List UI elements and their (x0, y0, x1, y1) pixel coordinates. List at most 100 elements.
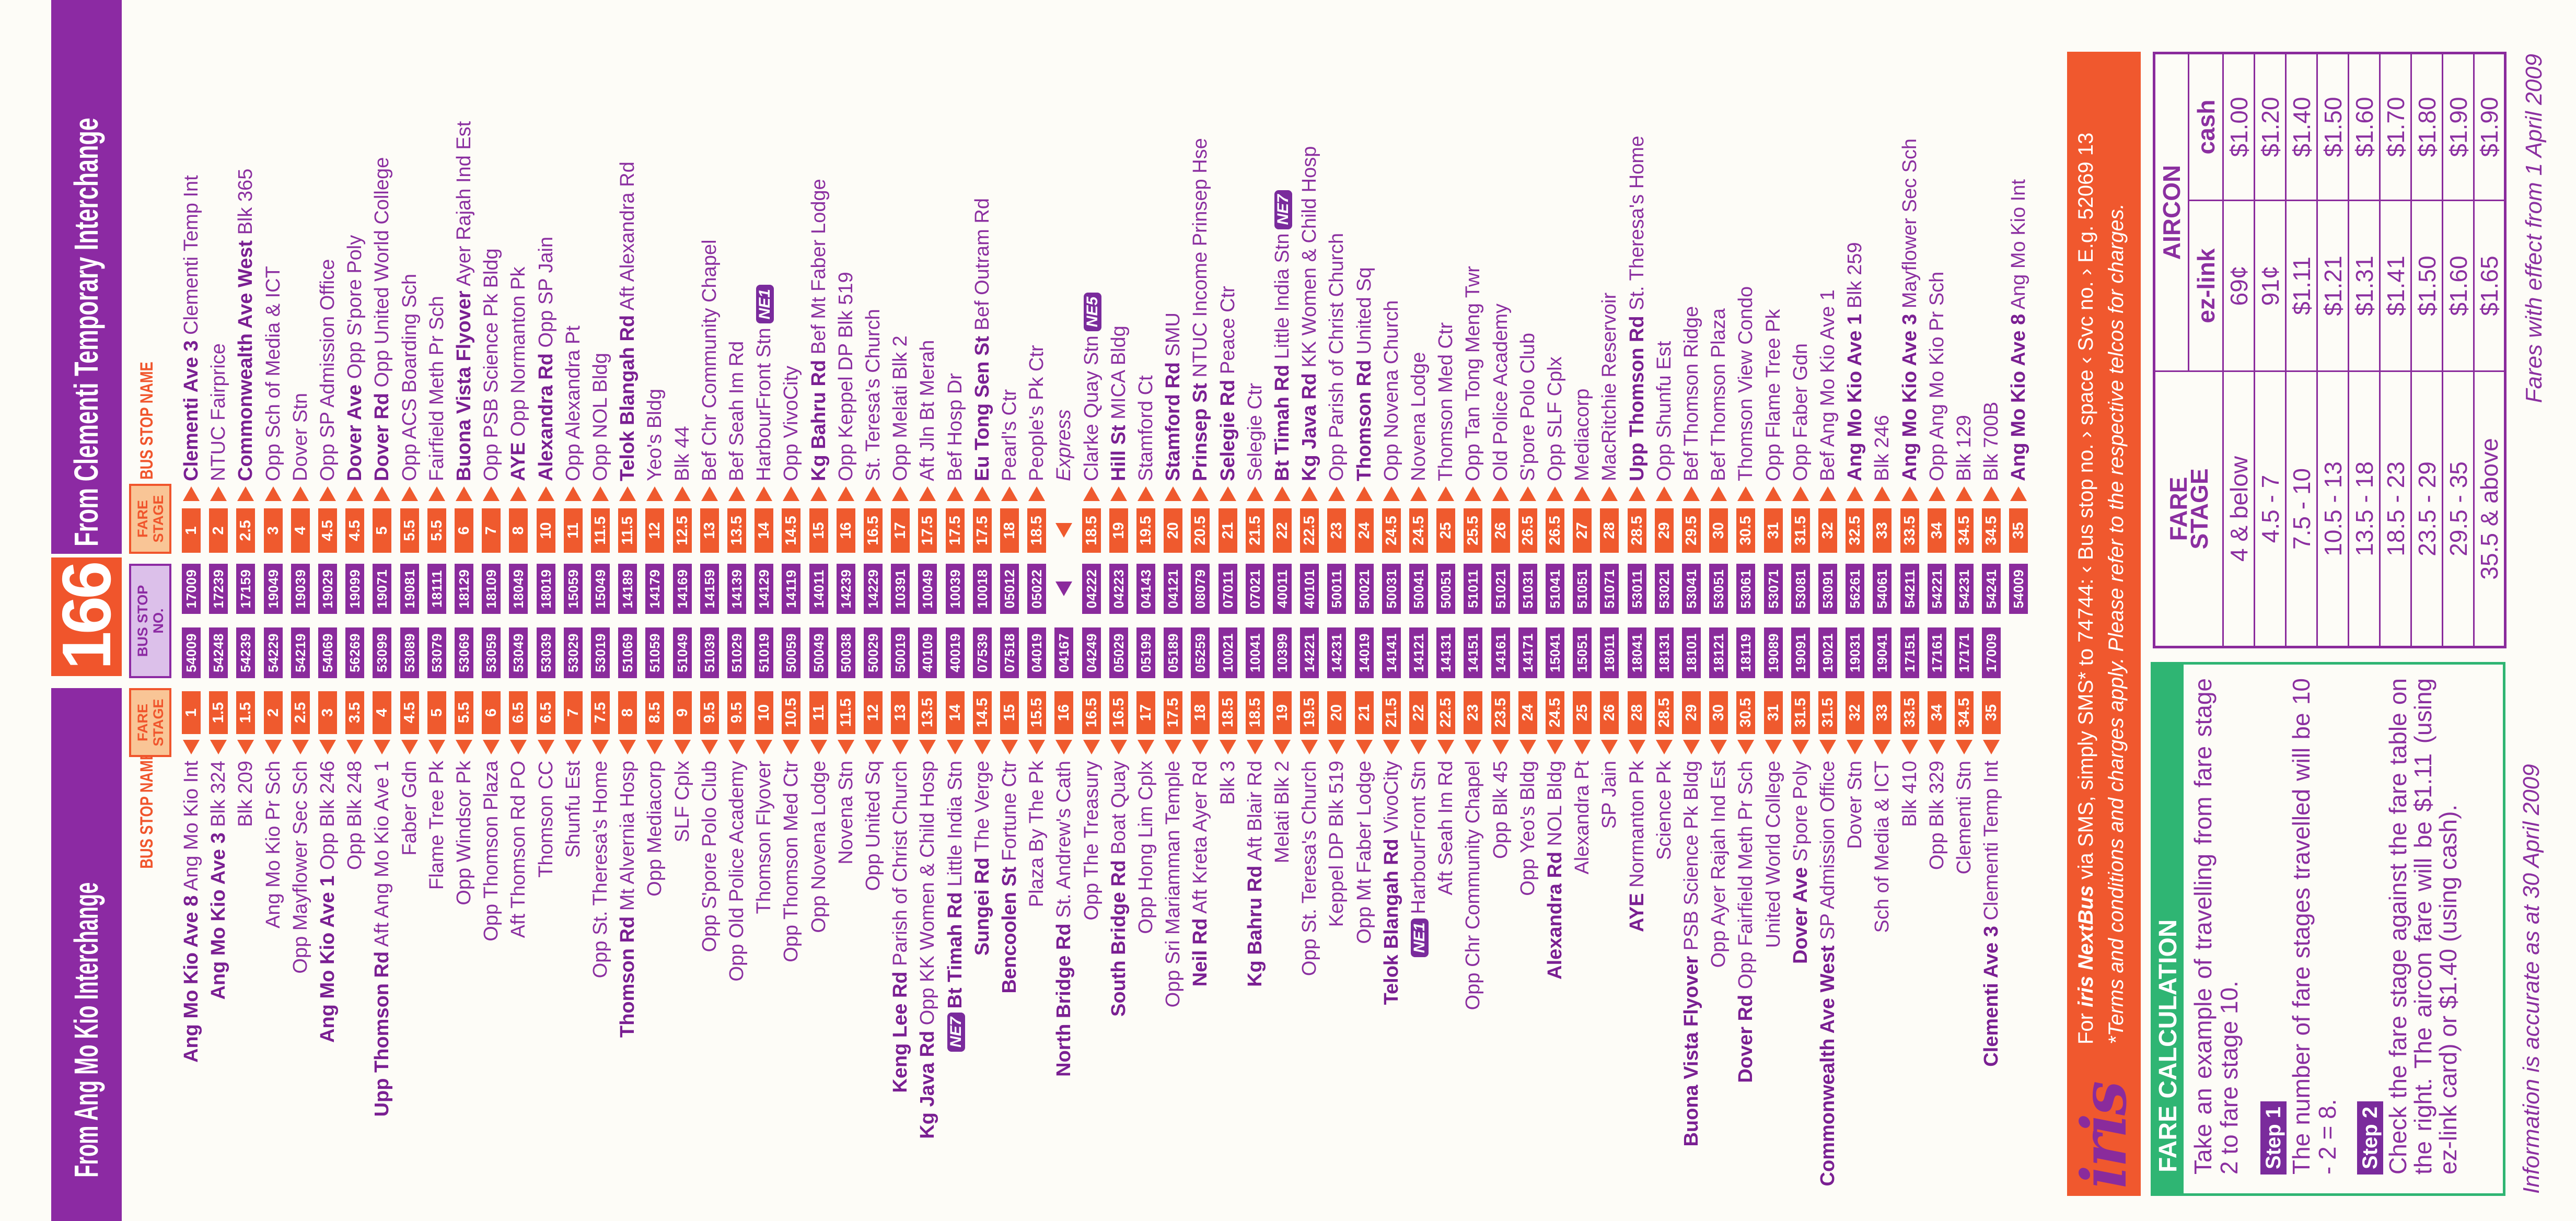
direction-arrow-icon (428, 486, 445, 501)
road-name: AYE (1626, 893, 1648, 933)
bus-stop-name: Thomson View Condo (1735, 11, 1757, 481)
bus-stop-name: Blk 3 (1216, 761, 1239, 1221)
stop-description: S'pore Poly (1789, 761, 1812, 862)
stop-description: NTUC Fairprice (207, 343, 230, 481)
direction-arrow-icon (483, 740, 500, 754)
stop-description: Fortune Ctr (999, 761, 1020, 862)
stop-description: Pearl's Ctr (999, 389, 1020, 481)
bus-stop-number: 50029 (864, 627, 883, 678)
stop-description: St. Theresa's Home (1626, 135, 1648, 310)
bus-stop-number: 19041 (1873, 627, 1892, 678)
fare-stage-range: 4.5 - 7 (2254, 371, 2286, 647)
fare-stage: 4 (291, 508, 310, 553)
bus-stop-name: Kg Bahru Rd Aft Blair Rd (1244, 761, 1266, 1221)
fare-stage: 15.5 (1027, 691, 1047, 734)
fare-stage: 19 (1109, 508, 1128, 553)
bus-stop-number: 50041 (1409, 564, 1428, 614)
bus-stop-name: Blk 209 (235, 761, 257, 1221)
stop-description: Ang Mo Kio Int (2008, 179, 2030, 310)
fare-stage: 31 (1763, 508, 1783, 553)
stop-description: Opp Novena Lodge (807, 761, 830, 933)
fare-stage: 11 (563, 508, 583, 553)
direction-arrow-icon (210, 486, 227, 501)
stop-description: Stamford Ct (1135, 375, 1157, 481)
bus-stop-name: Opp Mediacorp (644, 761, 666, 1221)
stop-description: Opp Sri Mariamman Temple (1162, 761, 1185, 1008)
stop-description: Boat Quay (1107, 761, 1130, 855)
express-label: Express (1053, 11, 1075, 481)
bus-stop-number: 54221 (1927, 564, 1946, 614)
left-direction-banner: From Ang Mo Kio Interchange (51, 688, 122, 1221)
bus-stop-number: 19091 (1791, 627, 1810, 678)
bus-stop-name: Sch of Media & ICT (1871, 761, 1893, 1221)
fare-stage: 28 (1600, 508, 1619, 553)
stop-description: Opp St. Theresa's Home (589, 761, 611, 979)
fare-stage: 3 (318, 691, 337, 734)
direction-arrow-icon (973, 486, 991, 501)
stop-description: Bef Chr Community Chapel (698, 239, 721, 481)
bus-stop-number: 15059 (563, 564, 583, 614)
bus-stop-name: Opp Thomson Plaza (480, 761, 502, 1221)
fare-stage: 23.5 (1491, 691, 1510, 734)
stop-description: Blk 3 (1216, 761, 1239, 805)
stop-description: Opp Chr Community Chapel (1462, 761, 1484, 1010)
fare-stage: 16.5 (1082, 691, 1101, 734)
fare-calc-intro: Take an example of travelling from fare … (2189, 678, 2243, 1175)
bus-stop-name: Clementi Ave 3 Clementi Temp Int (180, 11, 202, 481)
direction-arrow-icon (1683, 486, 1700, 501)
direction-arrow-icon (1055, 740, 1073, 754)
bus-stop-name: Opp Blk 45 (1490, 761, 1512, 1221)
fare-stage: 13.5 (918, 691, 937, 734)
stop-description: United Sq (1353, 267, 1375, 355)
bus-stop-number: 51039 (700, 627, 719, 678)
road-name: Dover Rd (371, 393, 393, 481)
stop-description: Bef Hosp Dr (944, 373, 966, 481)
bus-stop-name: Opp Ayer Rajah Ind Est (1708, 761, 1730, 1221)
fare-stage: 18.5 (1027, 508, 1047, 553)
stop-description: Opp Faber Gdn (1789, 343, 1812, 481)
fare-stage-range: 23.5 - 29 (2411, 371, 2443, 647)
bus-stop-name: Commonwealth Ave West Blk 365 (235, 11, 257, 481)
stop-description: Opp SP Jain (535, 236, 557, 348)
bus-stop-name: Neil Rd Aft Kreta Ayer Rd (1189, 761, 1212, 1221)
direction-arrow-icon (1246, 740, 1263, 754)
bus-stop-number: 50031 (1382, 564, 1401, 614)
bus-stop-number: 53099 (373, 627, 392, 678)
bus-stop-number: 10049 (918, 564, 937, 614)
stop-description: Opp Fairfield Meth Pr Sch (1735, 761, 1757, 990)
direction-arrow-icon (701, 486, 718, 501)
stop-description: Plaza By The Pk (1026, 761, 1048, 908)
road-name: Clementi Ave 3 (1980, 926, 2003, 1067)
bus-stop-number: 50011 (1327, 564, 1347, 614)
bus-stop-name: Thomson CC (535, 761, 557, 1221)
bus-stop-name: Sungei Rd The Verge (971, 761, 993, 1221)
fare-stage: 14 (755, 508, 774, 553)
direction-arrow-icon (1956, 740, 1972, 754)
fare-table-row: 4.5 - 7 91¢ $1.20 (2254, 53, 2286, 647)
bus-stop-name: Opp Ang Mo Kio Pr Sch (1926, 11, 1948, 481)
ezlink-fare: $1.21 (2317, 200, 2349, 371)
stop-description: Thomson CC (535, 761, 557, 878)
road-name: Neil Rd (1189, 918, 1212, 987)
direction-arrow-icon (1628, 740, 1645, 754)
direction-arrow-icon (1710, 486, 1727, 501)
ezlink-fare: $1.41 (2380, 200, 2411, 371)
bus-stop-number: 19039 (291, 564, 310, 614)
fare-stage: 7 (482, 508, 501, 553)
fare-stage: 26.5 (1546, 508, 1564, 553)
fare-stage: 2.5 (291, 691, 310, 734)
fare-stage: 29 (1682, 691, 1701, 734)
bus-stop-number: 10399 (1273, 627, 1292, 678)
fare-table-row: 13.5 - 18 $1.31 $1.60 (2348, 53, 2380, 647)
bus-stop-number: 18131 (1654, 627, 1674, 678)
direction-arrow-icon (1847, 486, 1864, 501)
fare-stage: 10 (536, 508, 555, 553)
bus-stop-number: 19081 (400, 564, 419, 614)
road-name: AYE (507, 442, 530, 481)
bus-stop-name: Upp Thomson Rd St. Theresa's Home (1626, 11, 1648, 481)
right-fare-stage-header: FARE STAGE (129, 484, 171, 554)
stop-description: Opp St. Teresa's Church (1298, 761, 1321, 976)
bus-stop-name: Blk 129 (1953, 11, 1975, 481)
bus-stop-number: 54248 (209, 627, 228, 678)
direction-arrow-icon (428, 740, 445, 754)
